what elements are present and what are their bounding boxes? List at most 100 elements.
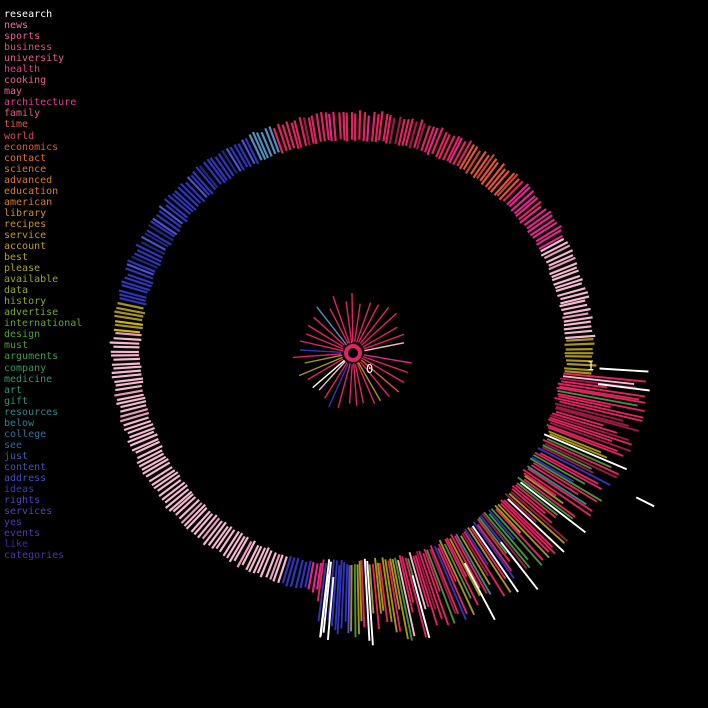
ring-tick [404, 118, 414, 146]
word-list-item: science [4, 163, 47, 175]
long-bar [558, 395, 611, 409]
long-bar [353, 564, 357, 638]
ring-tick [538, 234, 564, 250]
ring-tick [252, 547, 267, 574]
ring-tick [510, 190, 535, 212]
ring-tick [293, 120, 303, 148]
ring-tick [129, 426, 155, 439]
ring-tick [563, 307, 591, 316]
ring-tick [209, 157, 228, 182]
ring-tick [136, 249, 162, 263]
ring-tick [185, 181, 206, 203]
ring-tick [397, 118, 406, 146]
ring-tick [415, 123, 426, 150]
starburst-ray [351, 292, 354, 343]
starburst-ray [360, 312, 398, 346]
word-list-item: design [4, 329, 41, 341]
long-bar [547, 426, 624, 457]
long-bar [450, 533, 481, 589]
long-bar [476, 523, 513, 572]
ring-tick [120, 404, 147, 413]
long-bar [511, 485, 547, 515]
ring-tick [268, 126, 280, 153]
long-bar [550, 414, 630, 442]
ring-tick [272, 554, 284, 582]
long-bar [532, 453, 586, 485]
ring-tick [413, 119, 424, 149]
ring-tick [472, 154, 490, 179]
word-list-item: time [4, 119, 29, 131]
long-bar [397, 559, 416, 637]
ring-tick [371, 111, 376, 142]
ring-tick [113, 345, 140, 349]
long-bar [526, 465, 587, 506]
ring-tick [442, 135, 456, 161]
ring-tick [225, 147, 242, 172]
long-bar [488, 513, 529, 561]
word-list-item: business [4, 42, 53, 54]
word-list-item: university [4, 53, 65, 65]
ring-tick [111, 362, 141, 366]
long-bar [446, 537, 468, 578]
ring-tick [526, 210, 552, 230]
long-bar [433, 545, 467, 620]
ring-tick [215, 526, 233, 550]
ring-tick [237, 143, 252, 168]
ring-tick [320, 111, 326, 142]
ring-tick [332, 111, 337, 142]
long-bar [429, 545, 460, 615]
word-list-item: sports [4, 31, 41, 43]
ring-tick [157, 474, 181, 492]
long-bar [557, 392, 645, 413]
ring-tick [563, 320, 591, 327]
long-bar [414, 555, 439, 626]
word-list-item: world [4, 130, 35, 142]
ring-tick [195, 166, 217, 191]
starburst-ray [292, 353, 342, 359]
long-bar [523, 478, 576, 518]
ring-tick [554, 278, 583, 290]
long-bar [391, 558, 409, 640]
ring-tick [125, 267, 154, 280]
ring-ticks-group [109, 110, 597, 593]
word-list-item: college [4, 428, 47, 440]
ring-tick [366, 115, 370, 142]
ring-tick [203, 161, 222, 185]
ring-tick [164, 484, 188, 504]
ring-tick [142, 458, 169, 475]
long-bar [546, 423, 618, 452]
word-list-item: architecture [4, 97, 77, 109]
ring-tick [469, 150, 487, 175]
ring-tick [464, 150, 482, 175]
long-bar [394, 557, 413, 641]
ring-tick [290, 122, 300, 149]
ring-tick [248, 545, 263, 573]
ring-tick [401, 119, 410, 146]
ring-tick [177, 186, 200, 208]
ring-tick [508, 186, 531, 208]
ring-tick [127, 259, 156, 273]
ring-tick [294, 559, 304, 589]
starburst-ray [364, 342, 405, 352]
ring-tick [459, 144, 475, 170]
long-bar [340, 562, 346, 629]
center-hub [344, 344, 362, 362]
long-bars-group [316, 367, 655, 646]
ring-tick [299, 561, 308, 589]
ring-tick [114, 389, 143, 397]
ring-tick [493, 172, 516, 196]
ring-tick [377, 111, 384, 141]
ring-tick [260, 131, 273, 157]
ring-tick [264, 127, 277, 155]
ring-tick [123, 419, 152, 432]
word-list-item: see [4, 439, 23, 451]
ring-tick [408, 121, 418, 149]
long-bar [531, 456, 575, 483]
ring-tick [241, 139, 256, 165]
ring-tick [535, 224, 562, 243]
ring-tick [480, 161, 499, 186]
word-list-item: yes [4, 517, 23, 529]
ring-tick [555, 282, 583, 293]
starburst-ray [362, 326, 398, 348]
